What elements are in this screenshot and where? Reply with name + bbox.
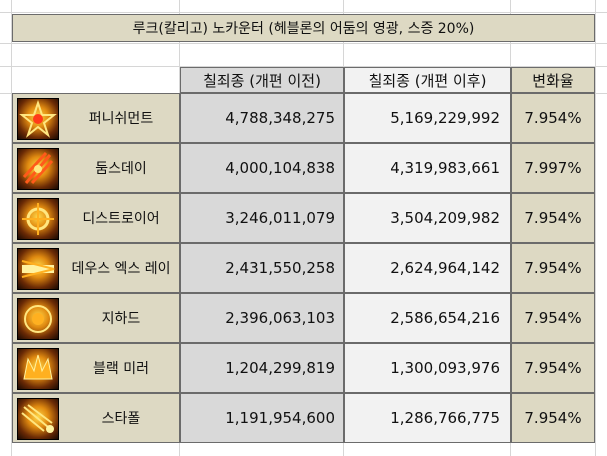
after-value-cell[interactable]: 1,286,766,775 [344, 393, 511, 443]
deus-ex-ray-skill-icon [17, 248, 59, 290]
before-value: 4,000,104,838 [225, 159, 335, 177]
change-value-cell[interactable]: 7.954% [511, 343, 595, 393]
before-value: 2,396,063,103 [225, 309, 335, 327]
after-value: 2,586,654,216 [390, 309, 500, 327]
skill-cell[interactable]: 둠스데이 [12, 143, 180, 193]
skill-name: 블랙 미러 [93, 361, 149, 377]
after-value-cell[interactable]: 2,624,964,142 [344, 243, 511, 293]
change-value-cell[interactable]: 7.954% [511, 293, 595, 343]
before-value: 3,246,011,079 [225, 209, 335, 227]
before-value: 1,191,954,600 [225, 409, 335, 427]
after-value: 1,300,093,976 [390, 359, 500, 377]
change-value-cell[interactable]: 7.954% [511, 243, 595, 293]
after-value: 5,169,229,992 [390, 109, 500, 127]
destroyer-skill-icon [17, 198, 59, 240]
header-change-text: 변화율 [532, 71, 574, 90]
skill-name: 퍼니쉬먼트 [88, 111, 154, 127]
change-value: 7.954% [524, 359, 582, 377]
after-value-cell[interactable]: 1,300,093,976 [344, 343, 511, 393]
change-value: 7.954% [524, 109, 582, 127]
punishment-skill-icon [17, 98, 59, 140]
header-before-text: 칠죄종 (개편 이전) [203, 71, 321, 90]
table-row: 스타폴 1,191,954,600 1,286,766,775 7.954% [12, 393, 595, 443]
before-value-cell[interactable]: 1,204,299,819 [180, 343, 344, 393]
skill-cell[interactable]: 블랙 미러 [12, 343, 180, 393]
change-value-cell[interactable]: 7.954% [511, 93, 595, 143]
before-value: 2,431,550,258 [225, 259, 335, 277]
doomsday-skill-icon [17, 148, 59, 190]
before-value-cell[interactable]: 4,000,104,838 [180, 143, 344, 193]
change-value-cell[interactable]: 7.954% [511, 393, 595, 443]
after-value: 1,286,766,775 [390, 409, 500, 427]
change-value-cell[interactable]: 7.954% [511, 193, 595, 243]
skill-cell[interactable]: 데우스 엑스 레이 [12, 243, 180, 293]
table-row: 블랙 미러 1,204,299,819 1,300,093,976 7.954% [12, 343, 595, 393]
jihad-skill-icon [17, 298, 59, 340]
skill-cell[interactable]: 지하드 [12, 293, 180, 343]
before-value-cell[interactable]: 1,191,954,600 [180, 393, 344, 443]
sheet-title-text: 루크(칼리고) 노카운터 (헤블론의 어둠의 영광, 스증 20%) [132, 21, 475, 37]
table-row: 지하드 2,396,063,103 2,586,654,216 7.954% [12, 293, 595, 343]
after-value-cell[interactable]: 3,504,209,982 [344, 193, 511, 243]
before-value-cell[interactable]: 2,396,063,103 [180, 293, 344, 343]
table-row: 둠스데이 4,000,104,838 4,319,983,661 7.997% [12, 143, 595, 193]
black-mirror-skill-icon [17, 348, 59, 390]
before-value-cell[interactable]: 4,788,348,275 [180, 93, 344, 143]
skill-name: 데우스 엑스 레이 [71, 261, 171, 277]
after-value: 4,319,983,661 [390, 159, 500, 177]
after-value-cell[interactable]: 4,319,983,661 [344, 143, 511, 193]
header-after-text: 칠죄종 (개편 이후) [368, 71, 487, 90]
skill-cell[interactable]: 퍼니쉬먼트 [12, 93, 180, 143]
header-after[interactable]: 칠죄종 (개편 이후) [344, 67, 511, 93]
sheet-title[interactable]: 루크(칼리고) 노카운터 (헤블론의 어둠의 영광, 스증 20%) [12, 14, 595, 42]
starfall-skill-icon [17, 398, 59, 440]
before-value-cell[interactable]: 2,431,550,258 [180, 243, 344, 293]
after-value: 2,624,964,142 [390, 259, 500, 277]
skill-name: 스타폴 [101, 411, 141, 427]
change-value: 7.954% [524, 259, 582, 277]
skill-cell[interactable]: 스타폴 [12, 393, 180, 443]
header-change[interactable]: 변화율 [511, 67, 595, 93]
change-value: 7.954% [524, 309, 582, 327]
header-before[interactable]: 칠죄종 (개편 이전) [180, 67, 344, 93]
change-value-cell[interactable]: 7.997% [511, 143, 595, 193]
after-value-cell[interactable]: 2,586,654,216 [344, 293, 511, 343]
after-value-cell[interactable]: 5,169,229,992 [344, 93, 511, 143]
table-row: 디스트로이어 3,246,011,079 3,504,209,982 7.954… [12, 193, 595, 243]
skill-name: 지하드 [101, 311, 141, 327]
before-value-cell[interactable]: 3,246,011,079 [180, 193, 344, 243]
change-value: 7.997% [524, 159, 582, 177]
skill-cell[interactable]: 디스트로이어 [12, 193, 180, 243]
before-value: 1,204,299,819 [225, 359, 335, 377]
change-value: 7.954% [524, 209, 582, 227]
skill-name: 둠스데이 [95, 161, 147, 177]
skill-name: 디스트로이어 [82, 211, 160, 227]
table-row: 퍼니쉬먼트 4,788,348,275 5,169,229,992 7.954% [12, 93, 595, 143]
change-value: 7.954% [524, 409, 582, 427]
table-row: 데우스 엑스 레이 2,431,550,258 2,624,964,142 7.… [12, 243, 595, 293]
after-value: 3,504,209,982 [390, 209, 500, 227]
before-value: 4,788,348,275 [225, 109, 335, 127]
